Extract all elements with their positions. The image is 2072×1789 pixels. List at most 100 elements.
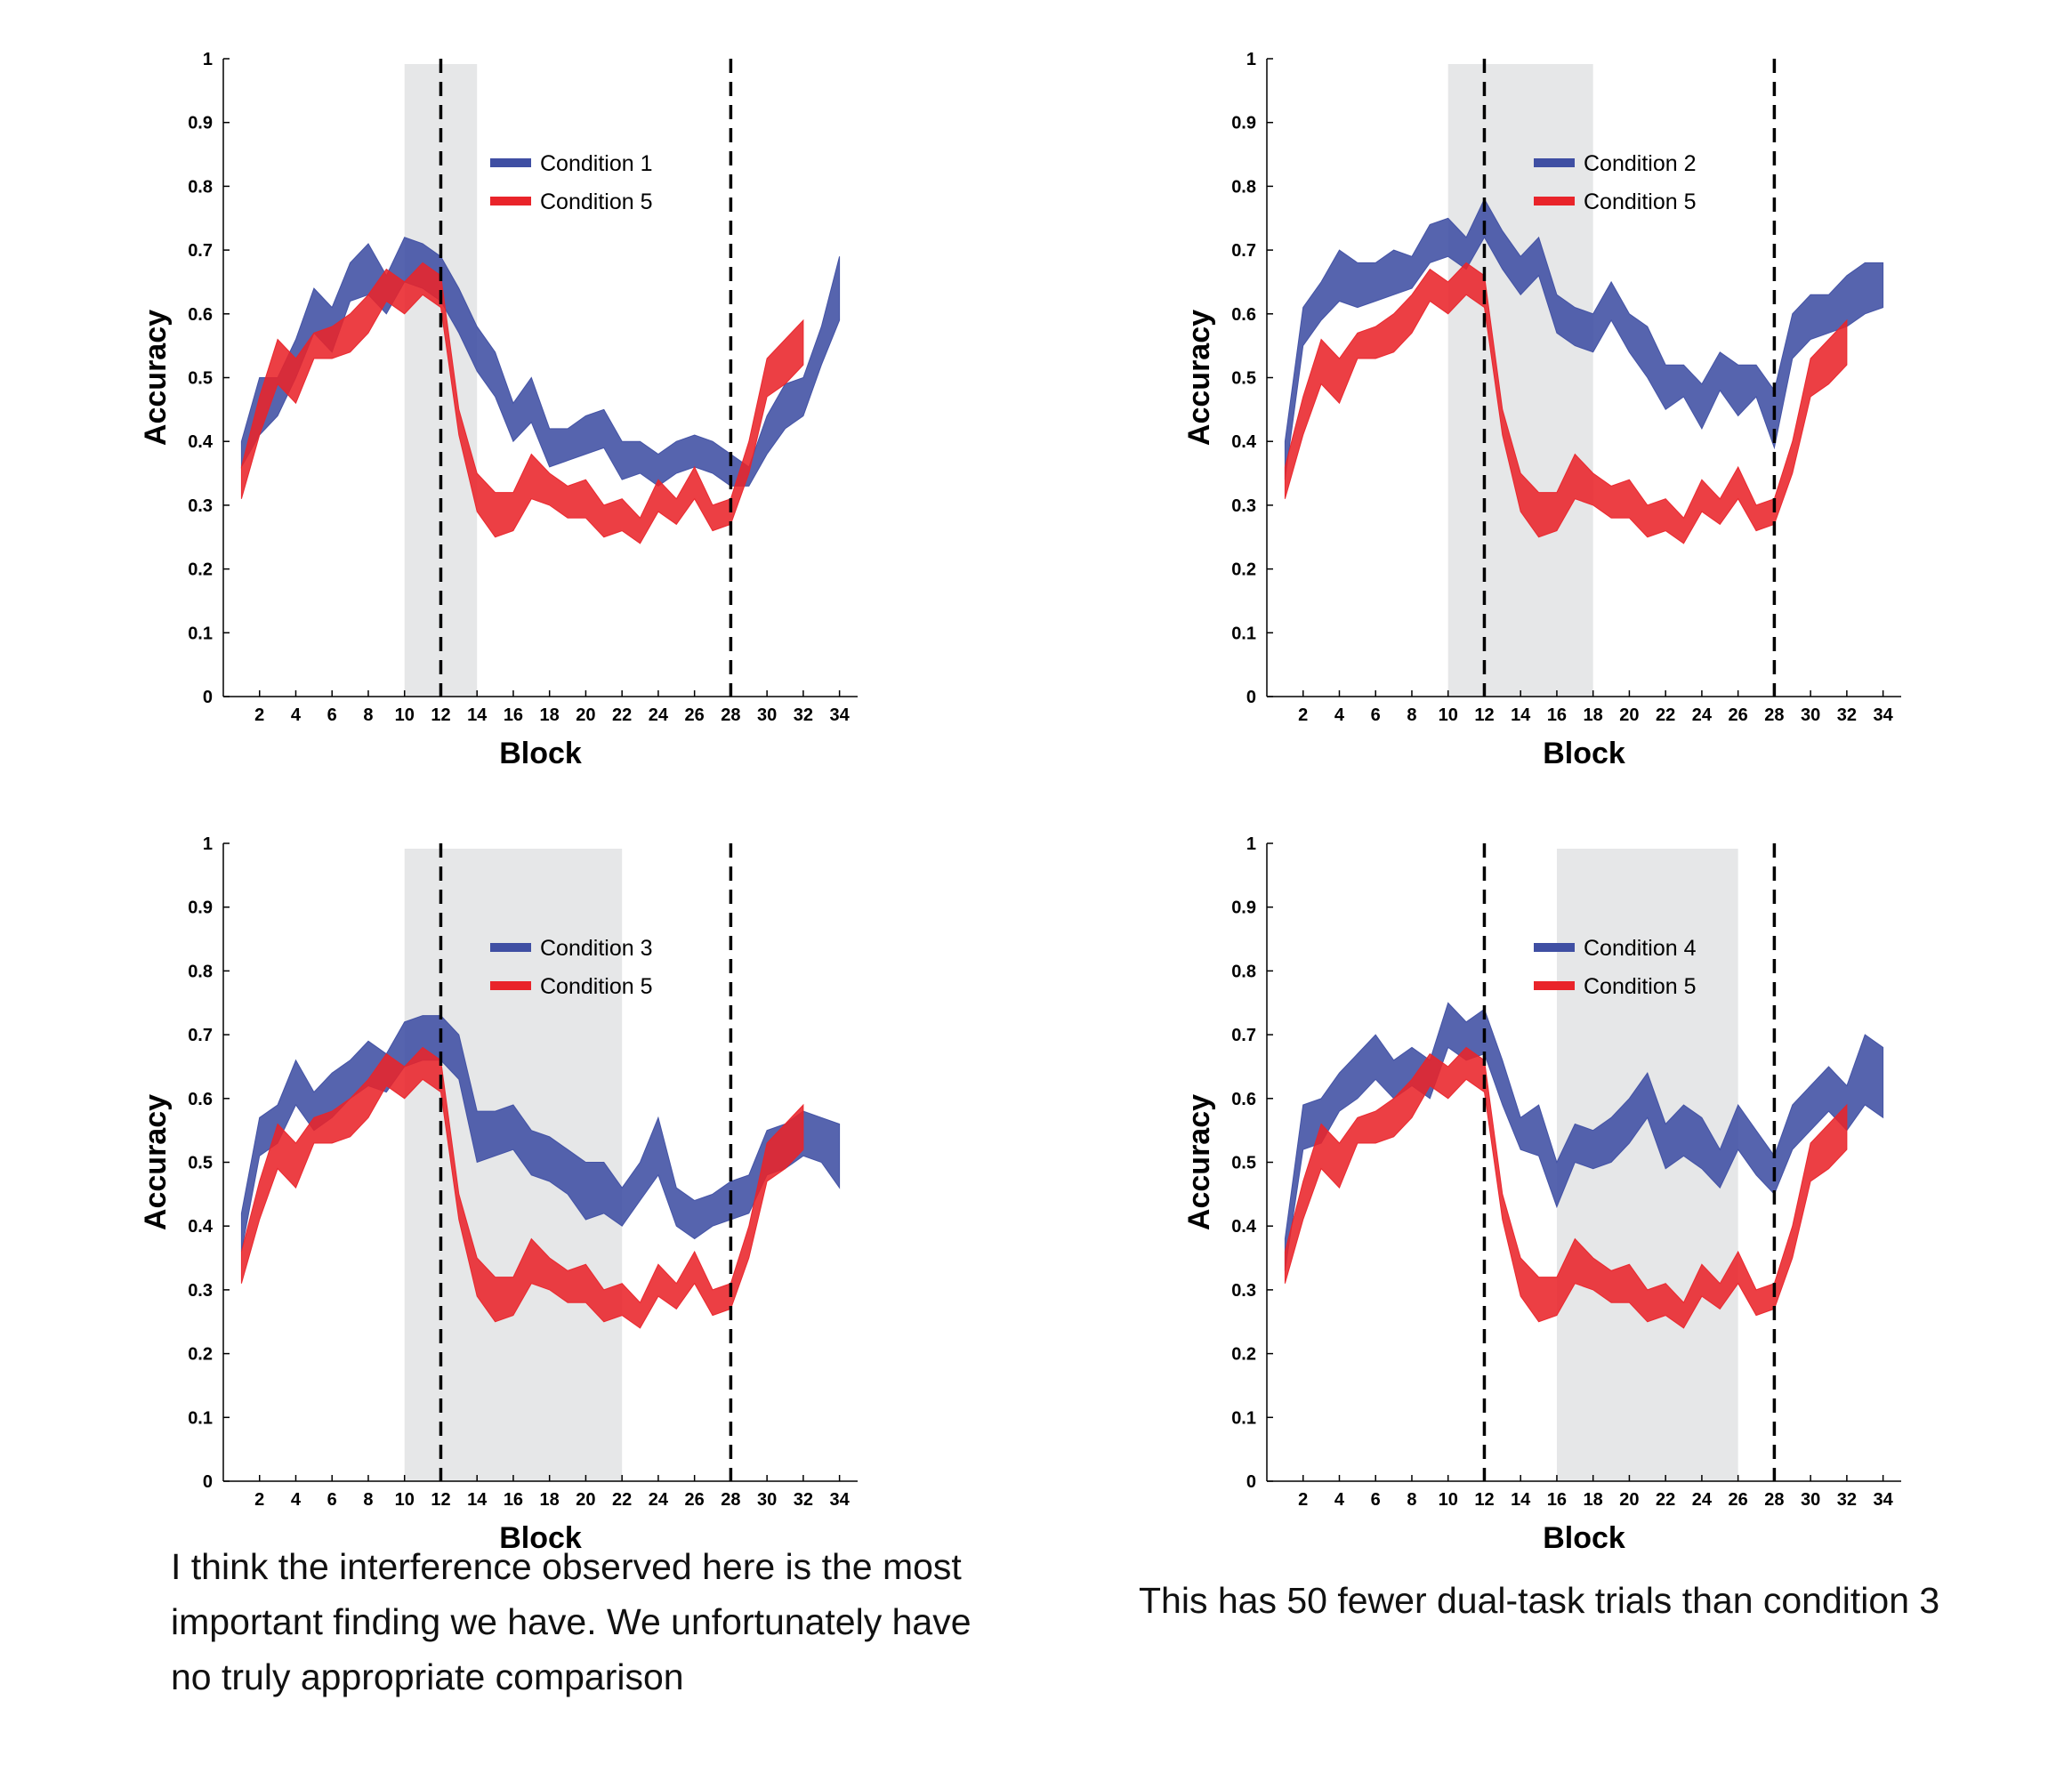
x-tick-label: 10 xyxy=(395,1490,415,1510)
x-tick-label: 24 xyxy=(649,705,669,725)
series-band-2 xyxy=(240,1046,804,1329)
y-tick-label: 0.5 xyxy=(1231,1154,1256,1173)
x-tick-label: 30 xyxy=(1801,705,1820,725)
x-tick-label: 28 xyxy=(1764,1490,1784,1510)
y-tick-label: 1 xyxy=(203,834,213,854)
x-tick-label: 26 xyxy=(685,705,705,725)
y-tick-label: 0.2 xyxy=(1231,1345,1256,1365)
x-tick-label: 20 xyxy=(1619,705,1639,725)
x-tick-label: 30 xyxy=(757,1490,777,1510)
x-tick-label: 20 xyxy=(576,1490,595,1510)
x-tick-label: 6 xyxy=(327,1490,337,1510)
chart-panel-3: 2 4 6 8 10 12 14 16 18 20 22 24 26 28 30 32 3400.10.20.3… xyxy=(139,834,858,1555)
y-tick-label: 1 xyxy=(203,50,213,69)
x-tick-label: 30 xyxy=(1801,1490,1820,1510)
x-tick-label: 6 xyxy=(1371,1490,1381,1510)
x-tick-label: 2 xyxy=(1298,705,1308,725)
x-tick-label: 34 xyxy=(1874,705,1894,725)
y-tick-label: 0.8 xyxy=(1231,962,1256,981)
x-tick-label: 8 xyxy=(1407,705,1416,725)
y-tick-label: 0.7 xyxy=(188,1026,213,1045)
x-tick-label: 18 xyxy=(1584,1490,1603,1510)
x-tick-label: 16 xyxy=(1547,705,1567,725)
x-tick-label: 14 xyxy=(1511,1490,1531,1510)
y-tick-label: 0 xyxy=(203,688,213,707)
y-tick-label: 0.6 xyxy=(1231,1090,1256,1109)
x-tick-label: 18 xyxy=(1584,705,1603,725)
x-tick-label: 34 xyxy=(830,1490,851,1510)
x-tick-label: 14 xyxy=(467,1490,488,1510)
x-tick-label: 28 xyxy=(721,1490,740,1510)
y-tick-label: 0.3 xyxy=(188,1281,213,1301)
x-tick-label: 32 xyxy=(794,705,813,725)
legend-label-1: Condition 2 xyxy=(1584,151,1696,176)
x-tick-label: 26 xyxy=(685,1490,705,1510)
y-tick-label: 0.2 xyxy=(1231,560,1256,580)
y-tick-label: 0.3 xyxy=(188,496,213,516)
x-tick-label: 24 xyxy=(649,1490,669,1510)
y-tick-label: 0.5 xyxy=(188,369,213,389)
x-tick-label: 18 xyxy=(540,1490,560,1510)
x-tick-label: 16 xyxy=(504,705,523,725)
legend-label-1: Condition 4 xyxy=(1584,936,1697,961)
x-tick-label: 6 xyxy=(327,705,337,725)
y-tick-label: 0.9 xyxy=(188,114,213,133)
legend-label-2: Condition 5 xyxy=(540,189,652,214)
x-tick-label: 4 xyxy=(1334,1490,1345,1510)
y-tick-label: 0.4 xyxy=(188,1217,214,1237)
x-axis-label: Block xyxy=(1543,1521,1625,1555)
x-tick-label: 2 xyxy=(254,705,264,725)
x-tick-label: 8 xyxy=(1407,1490,1416,1510)
chart-panel-2: 2 4 6 8 10 12 14 16 18 20 22 24 26 28 30 32 3400.10.20.3… xyxy=(1182,50,1901,770)
series-band-2 xyxy=(1284,1046,1848,1329)
x-tick-label: 28 xyxy=(1764,705,1784,725)
x-tick-label: 32 xyxy=(1837,1490,1857,1510)
legend-label-1: Condition 3 xyxy=(540,936,652,961)
y-tick-label: 0.9 xyxy=(1231,899,1256,918)
x-tick-label: 4 xyxy=(291,1490,302,1510)
y-axis-label: Accuracy xyxy=(1182,1094,1216,1230)
x-tick-label: 22 xyxy=(612,1490,632,1510)
x-tick-label: 12 xyxy=(431,1490,450,1510)
legend-label-2: Condition 5 xyxy=(540,974,652,999)
x-tick-label: 24 xyxy=(1692,1490,1713,1510)
x-tick-label: 12 xyxy=(1474,1490,1494,1510)
y-tick-label: 0.6 xyxy=(188,305,213,325)
x-tick-label: 34 xyxy=(1874,1490,1894,1510)
x-axis-label: Block xyxy=(1543,737,1625,770)
y-tick-label: 0 xyxy=(1246,1472,1256,1492)
x-tick-label: 14 xyxy=(1511,705,1531,725)
x-tick-label: 8 xyxy=(363,1490,373,1510)
y-tick-label: 0 xyxy=(203,1472,213,1492)
legend-label-2: Condition 5 xyxy=(1584,974,1696,999)
y-axis-label: Accuracy xyxy=(139,1094,173,1230)
y-tick-label: 0.9 xyxy=(188,899,213,918)
y-tick-label: 0.6 xyxy=(188,1090,213,1109)
annotation-note-right: This has 50 fewer dual-task trials than … xyxy=(1139,1580,1940,1621)
y-tick-label: 0.5 xyxy=(188,1154,213,1173)
x-tick-label: 14 xyxy=(467,705,488,725)
x-tick-label: 2 xyxy=(254,1490,264,1510)
y-tick-label: 0.1 xyxy=(188,1408,213,1428)
y-tick-label: 0.9 xyxy=(1231,114,1256,133)
y-tick-label: 0.3 xyxy=(1231,1281,1256,1301)
x-tick-label: 10 xyxy=(1439,1490,1458,1510)
x-tick-label: 34 xyxy=(830,705,851,725)
y-tick-label: 0.3 xyxy=(1231,496,1256,516)
y-tick-label: 0.8 xyxy=(188,962,213,981)
x-tick-label: 20 xyxy=(1619,1490,1639,1510)
x-tick-label: 32 xyxy=(794,1490,813,1510)
x-tick-label: 22 xyxy=(612,705,632,725)
x-tick-label: 26 xyxy=(1729,1490,1748,1510)
y-tick-label: 0.7 xyxy=(1231,1026,1256,1045)
x-tick-label: 16 xyxy=(1547,1490,1567,1510)
x-tick-label: 2 xyxy=(1298,1490,1308,1510)
y-tick-label: 1 xyxy=(1246,834,1256,854)
series-band-1 xyxy=(1284,197,1884,480)
y-tick-label: 0.2 xyxy=(188,1345,213,1365)
x-tick-label: 28 xyxy=(721,705,740,725)
y-tick-label: 0.8 xyxy=(188,177,213,197)
shaded-region xyxy=(1447,64,1593,697)
x-tick-label: 4 xyxy=(1334,705,1345,725)
